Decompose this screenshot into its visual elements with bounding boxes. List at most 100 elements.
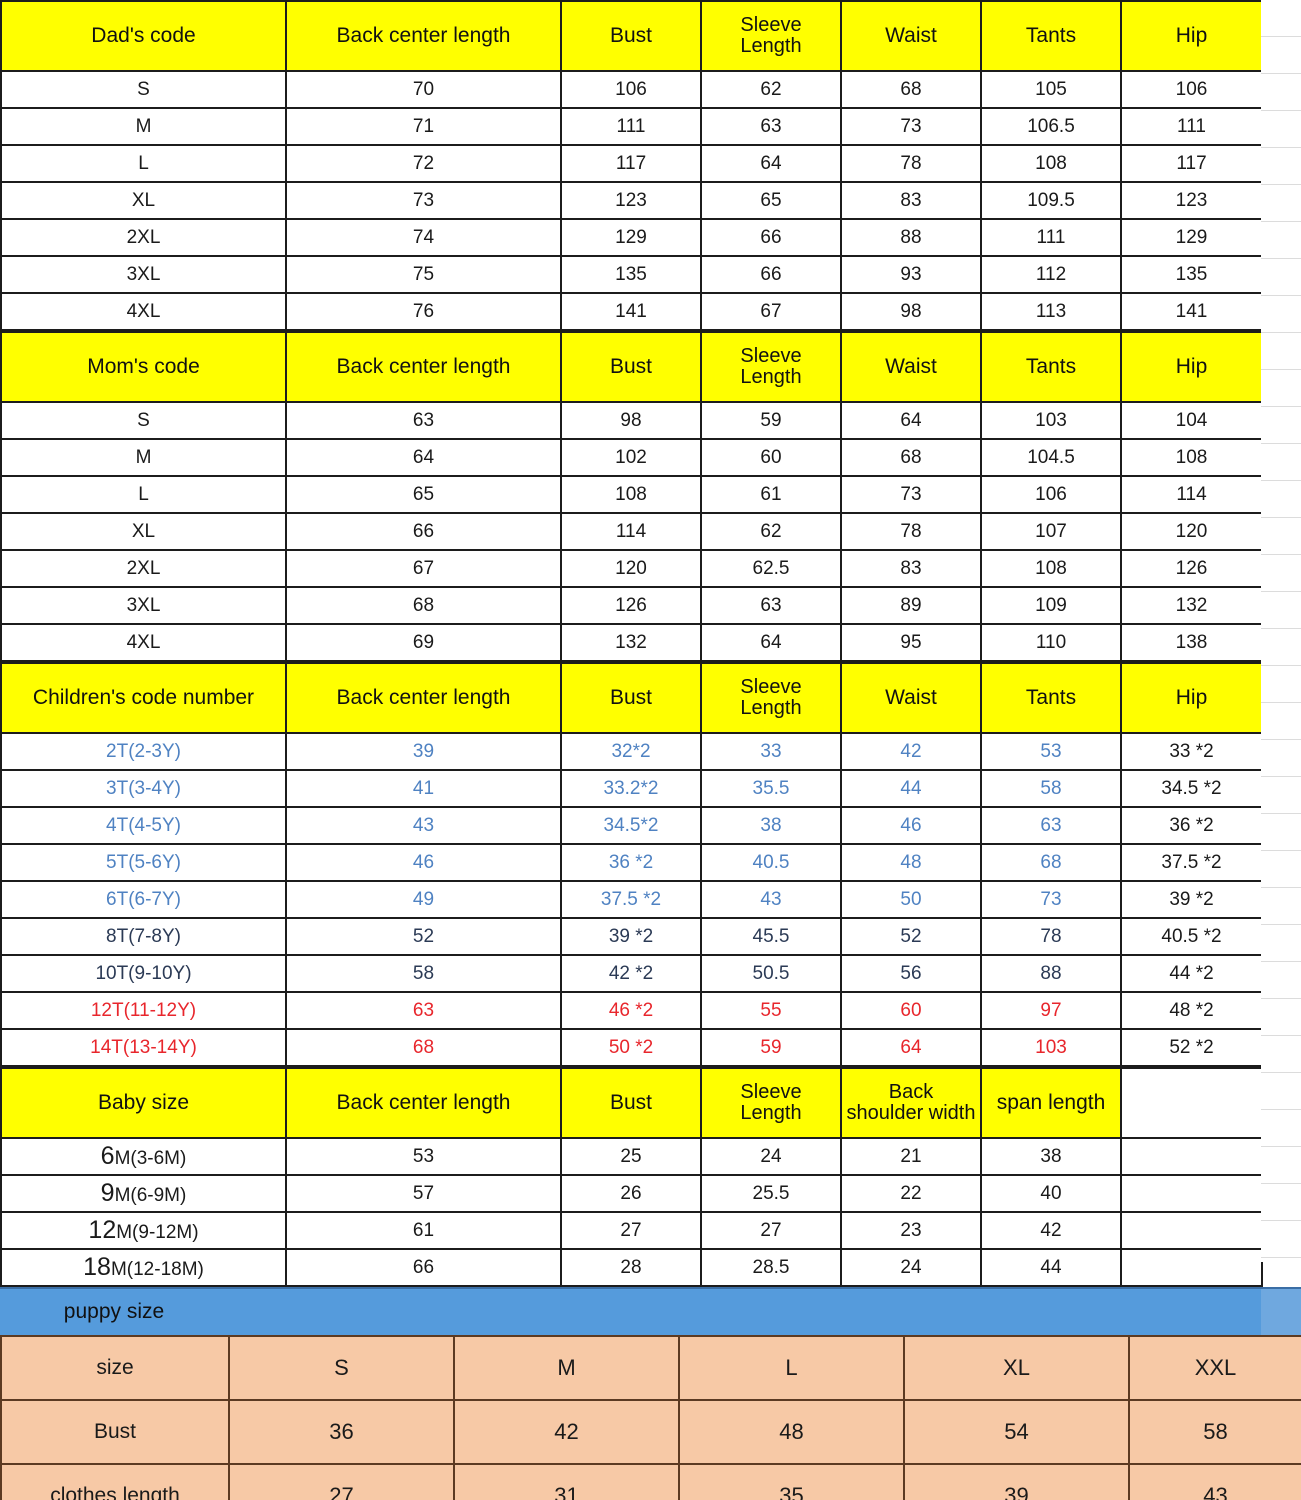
cell-bust: 50 *2 [560,1028,702,1067]
cell-tants: 113 [980,292,1122,331]
table-row: 4XL 69 132 64 95 110 138 [0,623,1263,662]
table-row: XL 66 114 62 78 107 120 [0,512,1263,551]
cell-tants: 109.5 [980,181,1122,220]
cell-sleeve: 40.5 [700,843,842,882]
cell-bust: 126 [560,586,702,625]
childrens-header-row: Children's code number Back center lengt… [0,662,1263,734]
cell-waist: 50 [840,880,982,919]
puppy-header-row: size S M L XL XXL [0,1335,1301,1401]
cell-hip: 123 [1120,181,1263,220]
tants-header: Tants [980,0,1122,72]
cell-sleeve: 62 [700,70,842,109]
cell-sleeve: 64 [700,623,842,662]
sleeve-line2: Length [740,1102,802,1124]
cell-tants: 111 [980,218,1122,257]
baby-lead: 12 [88,1216,117,1244]
cell-value: 39 [903,1463,1130,1500]
table-row: 4XL 76 141 67 98 113 141 [0,292,1263,331]
cell-back: 63 [285,401,562,440]
cell-hip: 114 [1120,475,1263,514]
cell-waist: 64 [840,1028,982,1067]
cell-tants: 103 [980,401,1122,440]
sleeve-length-header: Sleeve Length [700,1067,842,1139]
cell-sleeve: 43 [700,880,842,919]
empty-cell [1120,1248,1263,1287]
table-row: 2T(2-3Y) 39 32*2 33 42 53 33 *2 [0,732,1263,771]
sleeve-line2: Length [740,697,802,719]
hip-header: Hip [1120,331,1263,403]
cell-hip: 108 [1120,438,1263,477]
span-length-header: span length [980,1067,1122,1139]
cell-hip: 135 [1120,255,1263,294]
dads-code-header: Dad's code [0,0,287,72]
cell-sleeve: 66 [700,255,842,294]
cell-value: 42 [453,1399,680,1465]
cell-back: 49 [285,880,562,919]
cell-bust: 42 *2 [560,954,702,993]
cell-bust: 33.2*2 [560,769,702,808]
sleeve-line2: Length [740,35,802,57]
cell-back: 76 [285,292,562,331]
cell-tants: 110 [980,623,1122,662]
cell-size: 14T(13-14Y) [0,1028,287,1067]
cell-size: XL [0,512,287,551]
baby-rest: M(9-12M) [116,1222,199,1243]
waist-header: Waist [840,662,982,734]
cell-size: 3T(3-4Y) [0,769,287,808]
cell-tants: 108 [980,144,1122,183]
cell-shoulder: 21 [840,1137,982,1176]
cell-bust: 129 [560,218,702,257]
cell-bust: 132 [560,623,702,662]
cell-sleeve: 63 [700,586,842,625]
cell-tants: 78 [980,917,1122,956]
cell-waist: 78 [840,512,982,551]
cell-bust: 32*2 [560,732,702,771]
cell-back: 58 [285,954,562,993]
table-row: 10T(9-10Y) 58 42 *2 50.5 56 88 44 *2 [0,954,1263,993]
cell-bust: 135 [560,255,702,294]
cell-back: 67 [285,549,562,588]
sleeve-line1: Sleeve [740,14,802,36]
cell-waist: 95 [840,623,982,662]
cell-waist: 73 [840,475,982,514]
table-row: L 65 108 61 73 106 114 [0,475,1263,514]
cell-size: S [0,401,287,440]
cell-size: L [0,475,287,514]
cell-hip: 104 [1120,401,1263,440]
table-row: L 72 117 64 78 108 117 [0,144,1263,183]
table-row: 12M(9-12M) 61 27 27 23 42 [0,1211,1263,1250]
cell-hip: 111 [1120,107,1263,146]
cell-size: 3XL [0,255,287,294]
cell-size: 4T(4-5Y) [0,806,287,845]
cell-sleeve: 67 [700,292,842,331]
cell-waist: 68 [840,438,982,477]
moms-size-table: Mom's code Back center length Bust Sleev… [0,331,1263,662]
cell-span: 42 [980,1211,1122,1250]
puppy-size-xl: XL [903,1335,1130,1401]
cell-bust: 114 [560,512,702,551]
childrens-size-table: Children's code number Back center lengt… [0,662,1263,1067]
sleeve-length-header: Sleeve Length [700,662,842,734]
table-row: 12T(11-12Y) 63 46 *2 55 60 97 48 *2 [0,991,1263,1030]
cell-back: 74 [285,218,562,257]
cell-sleeve: 65 [700,181,842,220]
cell-sleeve: 28.5 [700,1248,842,1287]
cell-bust: 37.5 *2 [560,880,702,919]
cell-back: 39 [285,732,562,771]
cell-bust: 117 [560,144,702,183]
childrens-code-header: Children's code number [0,662,287,734]
cell-shoulder: 23 [840,1211,982,1250]
cell-bust: 123 [560,181,702,220]
cell-waist: 78 [840,144,982,183]
cell-size: 2T(2-3Y) [0,732,287,771]
back-center-length-header: Back center length [285,331,562,403]
table-row: 8T(7-8Y) 52 39 *2 45.5 52 78 40.5 *2 [0,917,1263,956]
cell-back: 65 [285,475,562,514]
cell-waist: 56 [840,954,982,993]
cell-hip: 129 [1120,218,1263,257]
cell-size: L [0,144,287,183]
cell-back: 71 [285,107,562,146]
cell-tants: 107 [980,512,1122,551]
cell-bust: 27 [560,1211,702,1250]
